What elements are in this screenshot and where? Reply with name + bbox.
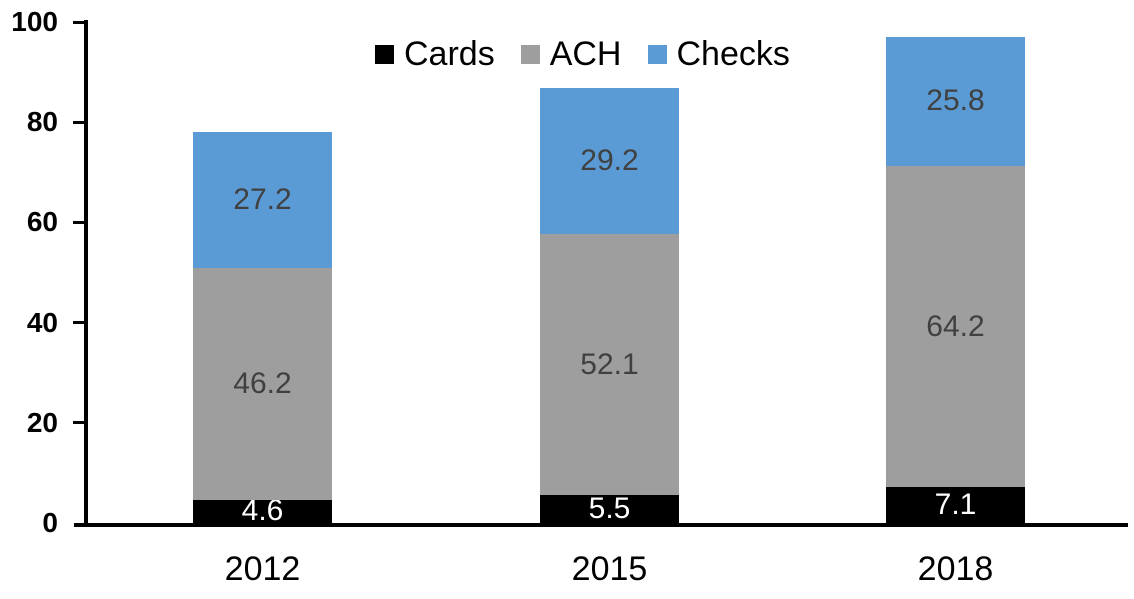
y-axis-tick bbox=[73, 220, 85, 224]
legend-label-ach: ACH bbox=[549, 35, 622, 73]
legend-swatch-ach-icon bbox=[520, 44, 540, 64]
data-label-cards-2018: 7.1 bbox=[934, 488, 977, 522]
legend-item-cards: Cards bbox=[375, 34, 495, 74]
legend-item-ach: ACH bbox=[520, 34, 622, 74]
bar-segment-cards-2018: 7.1 bbox=[886, 487, 1025, 523]
bar-segment-checks-2012: 27.2 bbox=[193, 132, 332, 269]
legend-label-cards: Cards bbox=[404, 35, 495, 73]
legend: Cards ACH Checks bbox=[375, 34, 790, 74]
data-label-checks-2015: 29.2 bbox=[580, 144, 639, 178]
x-axis-category-label: 2018 bbox=[917, 550, 994, 588]
y-axis-tick-label: 60 bbox=[26, 206, 58, 238]
y-axis-line bbox=[84, 20, 88, 527]
x-axis-category-label: 2012 bbox=[224, 550, 301, 588]
bar-segment-cards-2015: 5.5 bbox=[540, 492, 679, 526]
data-label-ach-2018: 64.2 bbox=[926, 309, 985, 343]
y-axis-tick-label: 100 bbox=[11, 6, 58, 37]
data-label-ach-2015: 52.1 bbox=[580, 347, 639, 381]
data-label-cards-2012: 4.6 bbox=[241, 494, 284, 528]
y-axis-tick bbox=[73, 421, 85, 425]
y-axis-tick-label: 40 bbox=[26, 306, 58, 338]
bar-segment-checks-2018: 25.8 bbox=[886, 36, 1025, 166]
bar-segment-ach-2018: 64.2 bbox=[886, 165, 1025, 488]
y-axis-tick bbox=[73, 20, 85, 24]
y-axis-tick-label: 80 bbox=[26, 106, 58, 138]
data-label-ach-2012: 46.2 bbox=[233, 367, 292, 401]
bar-segment-ach-2012: 46.2 bbox=[193, 268, 332, 500]
y-axis-tick-label: 0 bbox=[42, 507, 58, 538]
bar-segment-cards-2012: 4.6 bbox=[193, 496, 332, 526]
data-label-checks-2018: 25.8 bbox=[926, 84, 985, 118]
y-axis-tick-label: 20 bbox=[26, 406, 58, 438]
y-axis-tick bbox=[73, 321, 85, 325]
legend-swatch-checks-icon bbox=[647, 44, 667, 64]
data-label-checks-2012: 27.2 bbox=[233, 183, 292, 217]
data-label-cards-2015: 5.5 bbox=[588, 492, 631, 526]
legend-swatch-cards-icon bbox=[375, 44, 394, 64]
x-axis-category-label: 2015 bbox=[571, 550, 648, 588]
legend-label-checks: Checks bbox=[676, 35, 790, 73]
y-axis-tick bbox=[73, 120, 85, 124]
x-axis-line bbox=[74, 523, 1128, 527]
legend-item-checks: Checks bbox=[647, 34, 790, 74]
bar-segment-checks-2015: 29.2 bbox=[540, 88, 679, 235]
bar-segment-ach-2015: 52.1 bbox=[540, 234, 679, 496]
